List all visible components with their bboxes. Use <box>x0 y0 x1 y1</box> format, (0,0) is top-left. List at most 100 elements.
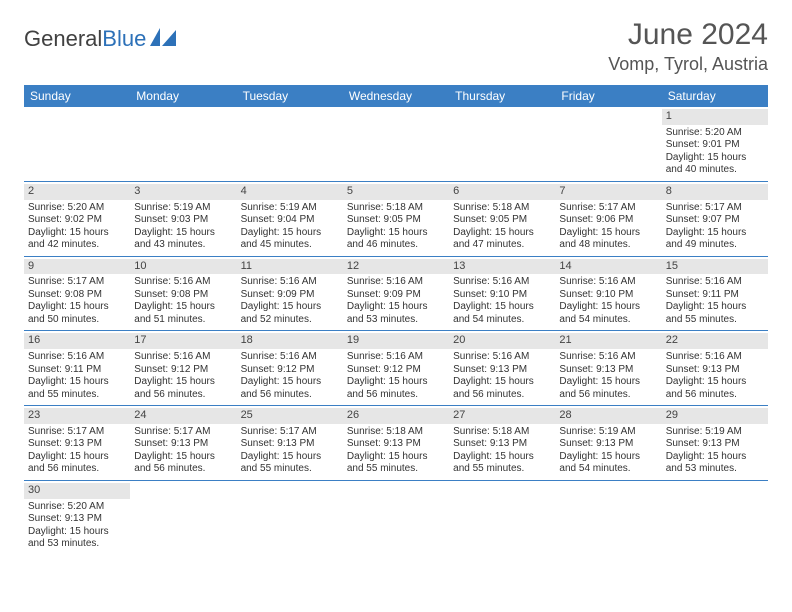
day-number: 1 <box>662 109 768 125</box>
daylight-text: Daylight: 15 hours and 47 minutes. <box>453 227 551 252</box>
calendar-cell: 11Sunrise: 5:16 AMSunset: 9:09 PMDayligh… <box>237 257 343 331</box>
calendar-cell <box>130 107 236 181</box>
sunrise-text: Sunrise: 5:19 AM <box>559 426 657 439</box>
calendar-cell: 19Sunrise: 5:16 AMSunset: 9:12 PMDayligh… <box>343 331 449 405</box>
flag-icon <box>150 26 178 52</box>
sunrise-text: Sunrise: 5:20 AM <box>28 202 126 215</box>
sunrise-text: Sunrise: 5:17 AM <box>28 426 126 439</box>
calendar-row: 9Sunrise: 5:17 AMSunset: 9:08 PMDaylight… <box>24 257 768 332</box>
sunrise-text: Sunrise: 5:16 AM <box>453 351 551 364</box>
calendar-cell: 25Sunrise: 5:17 AMSunset: 9:13 PMDayligh… <box>237 406 343 480</box>
daylight-text: Daylight: 15 hours and 56 minutes. <box>241 376 339 401</box>
calendar-row: 23Sunrise: 5:17 AMSunset: 9:13 PMDayligh… <box>24 406 768 481</box>
calendar-cell: 13Sunrise: 5:16 AMSunset: 9:10 PMDayligh… <box>449 257 555 331</box>
sunset-text: Sunset: 9:03 PM <box>134 214 232 227</box>
sunset-text: Sunset: 9:12 PM <box>134 364 232 377</box>
calendar-cell <box>237 107 343 181</box>
calendar-cell <box>449 481 555 555</box>
sunrise-text: Sunrise: 5:16 AM <box>666 276 764 289</box>
daylight-text: Daylight: 15 hours and 42 minutes. <box>28 227 126 252</box>
day-number: 6 <box>449 184 555 200</box>
day-number: 14 <box>555 259 661 275</box>
sunset-text: Sunset: 9:13 PM <box>666 438 764 451</box>
sunset-text: Sunset: 9:01 PM <box>666 139 764 152</box>
calendar-cell <box>24 107 130 181</box>
sunset-text: Sunset: 9:05 PM <box>347 214 445 227</box>
sunset-text: Sunset: 9:13 PM <box>559 438 657 451</box>
brand-part1: General <box>24 26 102 52</box>
calendar-cell: 22Sunrise: 5:16 AMSunset: 9:13 PMDayligh… <box>662 331 768 405</box>
calendar-cell: 28 Sunrise: 5:19 AMSunset: 9:13 PMDayligh… <box>555 406 661 480</box>
day-number: 7 <box>555 184 661 200</box>
day-number: 8 <box>662 184 768 200</box>
sunset-text: Sunset: 9:09 PM <box>347 289 445 302</box>
title-block: June 2024 Vomp, Tyrol, Austria <box>608 18 768 75</box>
calendar-cell <box>449 107 555 181</box>
sunset-text: Sunset: 9:06 PM <box>559 214 657 227</box>
sunrise-text: Sunrise: 5:16 AM <box>28 351 126 364</box>
calendar-cell: 24Sunrise: 5:17 AMSunset: 9:13 PMDayligh… <box>130 406 236 480</box>
daylight-text: Daylight: 15 hours and 54 minutes. <box>559 451 657 476</box>
calendar-header-row: SundayMondayTuesdayWednesdayThursdayFrid… <box>24 85 768 107</box>
calendar-header-cell: Friday <box>555 85 661 107</box>
sunrise-text: Sunrise: 5:16 AM <box>347 351 445 364</box>
sunrise-text: Sunrise: 5:19 AM <box>666 426 764 439</box>
daylight-text: Daylight: 15 hours and 46 minutes. <box>347 227 445 252</box>
sunset-text: Sunset: 9:10 PM <box>559 289 657 302</box>
calendar-cell: 27Sunrise: 5:18 AMSunset: 9:13 PMDayligh… <box>449 406 555 480</box>
sunrise-text: Sunrise: 5:17 AM <box>241 426 339 439</box>
calendar-cell <box>343 107 449 181</box>
sunrise-text: Sunrise: 5:18 AM <box>347 426 445 439</box>
calendar-header-cell: Sunday <box>24 85 130 107</box>
calendar-cell: 30Sunrise: 5:20 AMSunset: 9:13 PMDayligh… <box>24 481 130 555</box>
brand-logo: GeneralBlue <box>24 18 178 52</box>
sunrise-text: Sunrise: 5:20 AM <box>666 127 764 140</box>
day-number: 25 <box>237 408 343 424</box>
daylight-text: Daylight: 15 hours and 55 minutes. <box>453 451 551 476</box>
sunset-text: Sunset: 9:08 PM <box>28 289 126 302</box>
day-number: 11 <box>237 259 343 275</box>
calendar-cell <box>237 481 343 555</box>
calendar-row: 1 Sunrise: 5:20 AMSunset: 9:01 PMDaylight… <box>24 107 768 182</box>
day-number: 24 <box>130 408 236 424</box>
calendar: SundayMondayTuesdayWednesdayThursdayFrid… <box>24 85 768 555</box>
calendar-cell: 16Sunrise: 5:16 AMSunset: 9:11 PMDayligh… <box>24 331 130 405</box>
sunset-text: Sunset: 9:13 PM <box>666 364 764 377</box>
daylight-text: Daylight: 15 hours and 53 minutes. <box>28 526 126 551</box>
calendar-cell: 5Sunrise: 5:18 AMSunset: 9:05 PMDaylight… <box>343 182 449 256</box>
daylight-text: Daylight: 15 hours and 56 minutes. <box>134 376 232 401</box>
daylight-text: Daylight: 15 hours and 53 minutes. <box>666 451 764 476</box>
calendar-cell: 3Sunrise: 5:19 AMSunset: 9:03 PMDaylight… <box>130 182 236 256</box>
calendar-cell: 29Sunrise: 5:19 AMSunset: 9:13 PMDayligh… <box>662 406 768 480</box>
page-header: GeneralBlue June 2024 Vomp, Tyrol, Austr… <box>24 18 768 75</box>
sunrise-text: Sunrise: 5:16 AM <box>559 351 657 364</box>
daylight-text: Daylight: 15 hours and 54 minutes. <box>559 301 657 326</box>
sunset-text: Sunset: 9:09 PM <box>241 289 339 302</box>
sunrise-text: Sunrise: 5:19 AM <box>134 202 232 215</box>
sunrise-text: Sunrise: 5:20 AM <box>28 501 126 514</box>
day-number: 28 <box>555 408 661 424</box>
calendar-cell: 9Sunrise: 5:17 AMSunset: 9:08 PMDaylight… <box>24 257 130 331</box>
daylight-text: Daylight: 15 hours and 43 minutes. <box>134 227 232 252</box>
daylight-text: Daylight: 15 hours and 56 minutes. <box>453 376 551 401</box>
calendar-cell: 4Sunrise: 5:19 AMSunset: 9:04 PMDaylight… <box>237 182 343 256</box>
sunset-text: Sunset: 9:13 PM <box>559 364 657 377</box>
daylight-text: Daylight: 15 hours and 40 minutes. <box>666 152 764 177</box>
day-number: 15 <box>662 259 768 275</box>
calendar-cell: 20Sunrise: 5:16 AMSunset: 9:13 PMDayligh… <box>449 331 555 405</box>
day-number: 26 <box>343 408 449 424</box>
calendar-cell: 8Sunrise: 5:17 AMSunset: 9:07 PMDaylight… <box>662 182 768 256</box>
sunrise-text: Sunrise: 5:16 AM <box>134 276 232 289</box>
sunrise-text: Sunrise: 5:16 AM <box>666 351 764 364</box>
daylight-text: Daylight: 15 hours and 56 minutes. <box>559 376 657 401</box>
sunrise-text: Sunrise: 5:18 AM <box>347 202 445 215</box>
calendar-cell <box>662 481 768 555</box>
daylight-text: Daylight: 15 hours and 50 minutes. <box>28 301 126 326</box>
sunrise-text: Sunrise: 5:18 AM <box>453 426 551 439</box>
day-number: 16 <box>24 333 130 349</box>
sunset-text: Sunset: 9:04 PM <box>241 214 339 227</box>
sunset-text: Sunset: 9:05 PM <box>453 214 551 227</box>
daylight-text: Daylight: 15 hours and 56 minutes. <box>28 451 126 476</box>
day-number: 27 <box>449 408 555 424</box>
daylight-text: Daylight: 15 hours and 55 minutes. <box>241 451 339 476</box>
